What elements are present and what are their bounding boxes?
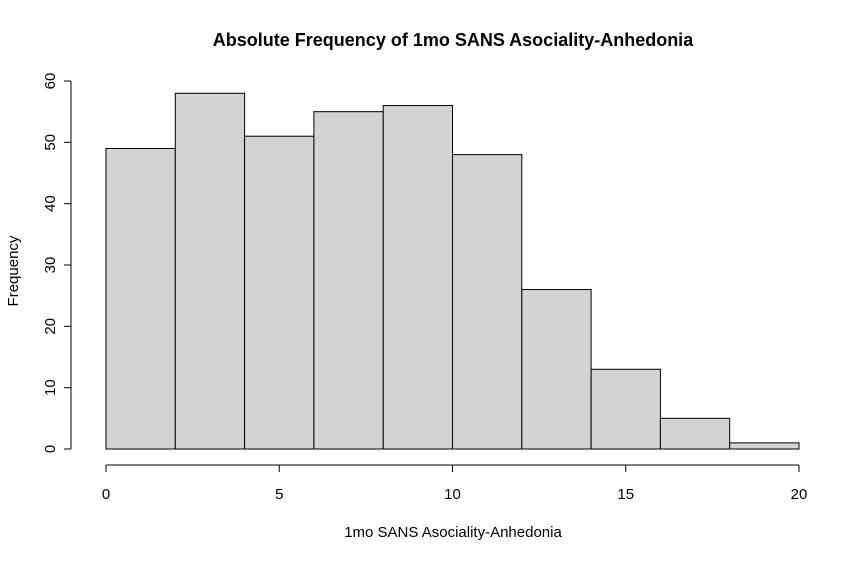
- histogram-bar-0: [105, 147, 176, 450]
- histogram-bar-3: [313, 111, 384, 450]
- x-tick-label-0: 0: [102, 486, 110, 503]
- histogram-bar-9: [729, 442, 800, 450]
- y-tick-label-6: 60: [42, 73, 59, 90]
- x-axis-label: 1mo SANS Asociality-Anhedonia: [344, 524, 562, 541]
- histogram-bar-4: [382, 105, 454, 450]
- y-tick-label-1: 10: [42, 379, 59, 396]
- histogram-bar-5: [452, 154, 523, 450]
- histogram-bars: [105, 92, 800, 450]
- x-tick-label-3: 15: [617, 486, 634, 503]
- histogram-bar-2: [244, 135, 315, 450]
- y-tick-label-5: 50: [42, 134, 59, 151]
- y-tick-label-3: 30: [42, 257, 59, 274]
- histogram-bar-1: [174, 92, 246, 450]
- histogram-bar-8: [659, 417, 731, 450]
- y-tick-label-4: 40: [42, 195, 59, 212]
- x-tick-label-2: 10: [444, 486, 461, 503]
- y-tick-label-2: 20: [42, 318, 59, 335]
- x-tick-label-4: 20: [791, 486, 808, 503]
- y-axis-label: Frequency: [5, 235, 22, 306]
- y-tick-label-0: 0: [42, 445, 59, 453]
- x-axis: 0 5 10 15 20: [102, 464, 808, 503]
- histogram-bar-7: [590, 368, 661, 450]
- histogram-bar-6: [521, 289, 592, 450]
- chart-title: Absolute Frequency of 1mo SANS Asocialit…: [213, 30, 694, 50]
- y-axis: 0 10 20 30 40 50 60: [42, 73, 72, 453]
- x-tick-label-1: 5: [275, 486, 283, 503]
